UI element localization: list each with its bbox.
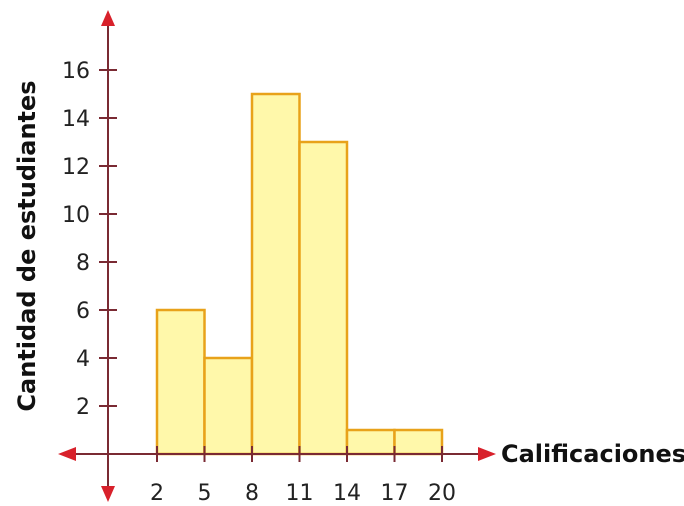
y-tick-label: 8: [76, 251, 90, 276]
x-tick-label: 2: [150, 481, 164, 506]
x-axis-left-arrow: [58, 447, 76, 461]
y-axis-title: Cantidad de estudiantes: [13, 80, 41, 411]
y-tick-label: 16: [62, 59, 90, 84]
y-tick-label: 4: [76, 347, 90, 372]
y-axis-down-arrow: [101, 486, 115, 502]
y-tick-label: 14: [62, 107, 90, 132]
x-tick-label: 17: [381, 481, 409, 506]
x-axis-right-arrow: [478, 447, 496, 461]
y-tick-label: 10: [62, 203, 90, 228]
y-tick-label: 6: [76, 299, 90, 324]
y-ticks-group: 2 4 6 8 10 12 14 16: [62, 59, 117, 420]
y-tick-label: 12: [62, 155, 90, 180]
x-tick-label: 5: [198, 481, 212, 506]
bar-3: [250, 92, 301, 456]
y-axis-up-arrow: [101, 10, 115, 26]
bar-6: [393, 428, 444, 456]
x-tick-label: 11: [286, 481, 314, 506]
bar-5: [345, 428, 396, 456]
x-tick-label: 14: [333, 481, 361, 506]
bar-1: [155, 308, 206, 456]
bars-group: [155, 92, 444, 456]
bar-4: [298, 140, 349, 456]
x-axis-title: Calificaciones: [501, 440, 684, 468]
x-tick-label: 20: [428, 481, 456, 506]
bar-2: [203, 356, 254, 456]
x-ticks-group: 2 5 8 11 14 17 20: [150, 446, 456, 506]
y-tick-label: 2: [76, 395, 90, 420]
x-tick-label: 8: [245, 481, 259, 506]
